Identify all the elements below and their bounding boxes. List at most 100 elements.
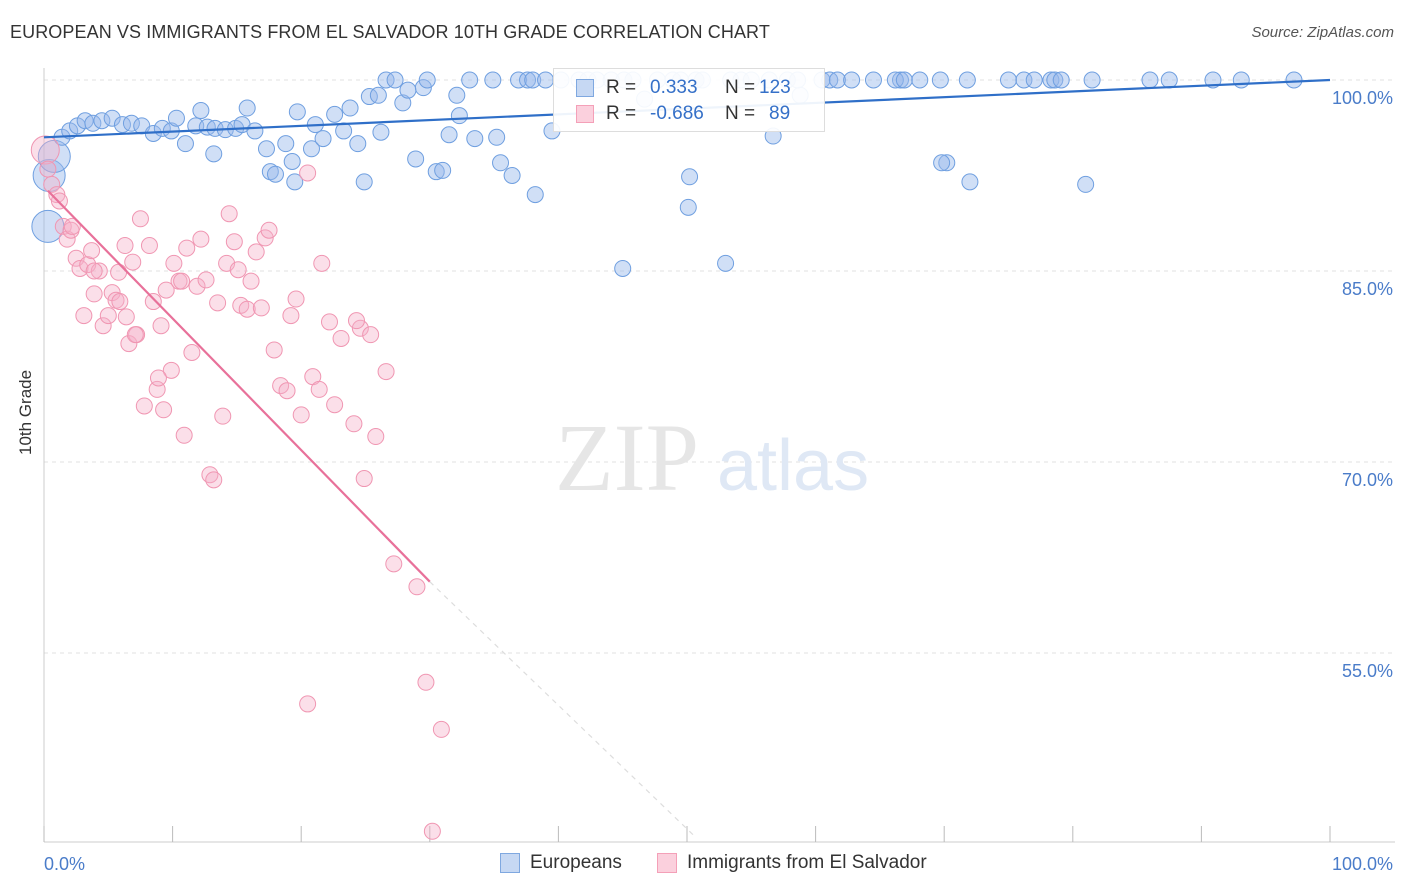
- point-europeans-92: [828, 71, 846, 89]
- point-el-salvador-65: [320, 313, 338, 331]
- point-europeans-105: [1042, 71, 1060, 89]
- watermark-zip: ZIP: [555, 404, 699, 511]
- point-europeans-120: [1077, 175, 1095, 193]
- point-el-salvador-71: [362, 326, 380, 344]
- point-europeans-94: [864, 71, 882, 89]
- point-el-salvador-80: [110, 263, 128, 281]
- point-europeans-31: [277, 135, 295, 153]
- y-tick-label-2: 85.0%: [1342, 279, 1393, 299]
- point-el-salvador-69: [351, 319, 369, 337]
- point-europeans-57: [450, 107, 468, 125]
- point-europeans-116: [717, 254, 735, 272]
- point-europeans-37: [314, 130, 332, 148]
- point-el-salvador-36: [183, 343, 201, 361]
- point-europeans-97: [895, 71, 913, 89]
- point-europeans-46: [377, 71, 395, 89]
- legend-n-label: N =: [725, 103, 756, 124]
- point-el-salvador-15: [94, 317, 112, 335]
- series-el-salvador: [30, 135, 450, 840]
- point-europeans-54: [434, 161, 452, 179]
- point-el-salvador-32: [165, 254, 183, 272]
- point-el-salvador-85: [347, 312, 365, 330]
- watermark: ZIP atlas: [555, 404, 869, 511]
- point-europeans-53: [427, 163, 445, 181]
- point-el-salvador-10: [75, 307, 93, 325]
- point-europeans-27: [246, 122, 264, 140]
- point-europeans-110: [1160, 71, 1178, 89]
- point-el-salvador-54: [260, 221, 278, 239]
- point-europeans-104: [1025, 71, 1043, 89]
- point-europeans-65: [519, 71, 537, 89]
- watermark-atlas: atlas: [717, 426, 869, 506]
- point-el-salvador-60: [292, 406, 310, 424]
- point-europeans-64: [510, 71, 528, 89]
- point-el-salvador-75: [408, 578, 426, 596]
- point-europeans-98: [911, 71, 929, 89]
- y-tick-label-1: 70.0%: [1342, 470, 1393, 490]
- point-el-salvador-27: [144, 293, 162, 311]
- point-europeans-68: [537, 71, 555, 89]
- point-el-salvador-57: [278, 382, 296, 400]
- point-el-salvador-42: [209, 294, 227, 312]
- point-el-salvador-45: [220, 205, 238, 223]
- point-europeans-96: [886, 71, 904, 89]
- point-europeans-95: [891, 71, 909, 89]
- bottom-legend-europeans: Europeans: [500, 852, 622, 874]
- point-europeans-10: [113, 116, 131, 134]
- point-el-salvador-41: [205, 471, 223, 489]
- point-el-salvador-2: [43, 175, 61, 193]
- point-el-salvador-34: [175, 426, 193, 444]
- bottom-legend-swatch-blue: [500, 853, 520, 873]
- point-el-salvador-49: [238, 300, 256, 318]
- point-europeans-22: [205, 145, 223, 163]
- point-europeans-48: [394, 94, 412, 112]
- point-europeans-107: [1052, 71, 1070, 89]
- bottom-legend-el-salvador: Immigrants from El Salvador: [657, 852, 927, 874]
- y-axis-title: 10th Grade: [16, 369, 35, 455]
- point-el-salvador-88: [63, 217, 81, 235]
- point-el-salvador-76: [417, 673, 435, 691]
- point-europeans-108: [1083, 71, 1101, 89]
- point-europeans-19: [192, 102, 210, 120]
- y-tick-label-3: 100.0%: [1332, 88, 1393, 108]
- point-el-salvador-35: [178, 239, 196, 257]
- point-el-salvador-0: [30, 135, 60, 165]
- trend-line-el-salvador-extension: [429, 581, 694, 836]
- point-el-salvador-9: [71, 259, 89, 277]
- legend-r-label: R =: [606, 103, 637, 124]
- legend-r-label: R =: [606, 77, 637, 98]
- point-el-salvador-53: [256, 229, 274, 247]
- legend-swatch-pink: [576, 105, 594, 123]
- point-europeans-38: [326, 105, 344, 123]
- point-europeans-112: [1232, 71, 1250, 89]
- point-el-salvador-79: [423, 822, 441, 840]
- point-europeans-102: [1000, 71, 1017, 89]
- point-europeans-49: [399, 81, 417, 99]
- point-el-salvador-46: [225, 233, 243, 251]
- grid-lines: [44, 79, 1395, 654]
- axes: [43, 68, 1395, 843]
- point-el-salvador-25: [135, 397, 153, 415]
- legend-n-label: N =: [725, 77, 756, 98]
- point-europeans-40: [341, 99, 359, 117]
- correlation-legend: R = 0.333 N = 123 R = -0.686 N = 89: [553, 68, 825, 132]
- point-europeans-103: [1015, 71, 1033, 89]
- point-europeans-113: [1285, 71, 1303, 89]
- point-el-salvador-24: [131, 210, 149, 228]
- point-el-salvador-43: [214, 407, 232, 425]
- point-europeans-50: [407, 150, 425, 168]
- point-europeans-34: [288, 103, 306, 121]
- point-el-salvador-59: [287, 290, 305, 308]
- point-europeans-66: [524, 71, 542, 89]
- bottom-legend-label: Immigrants from El Salvador: [687, 852, 927, 873]
- point-europeans-119: [961, 173, 979, 191]
- point-europeans-43: [360, 88, 378, 106]
- point-europeans-99: [931, 71, 949, 89]
- point-europeans-106: [1046, 71, 1064, 89]
- point-el-salvador-37: [188, 277, 206, 295]
- point-el-salvador-5: [54, 217, 72, 235]
- legend-n-value: 123: [759, 77, 791, 98]
- legend-r-value: 0.333: [650, 77, 698, 98]
- point-el-salvador-70: [355, 470, 373, 488]
